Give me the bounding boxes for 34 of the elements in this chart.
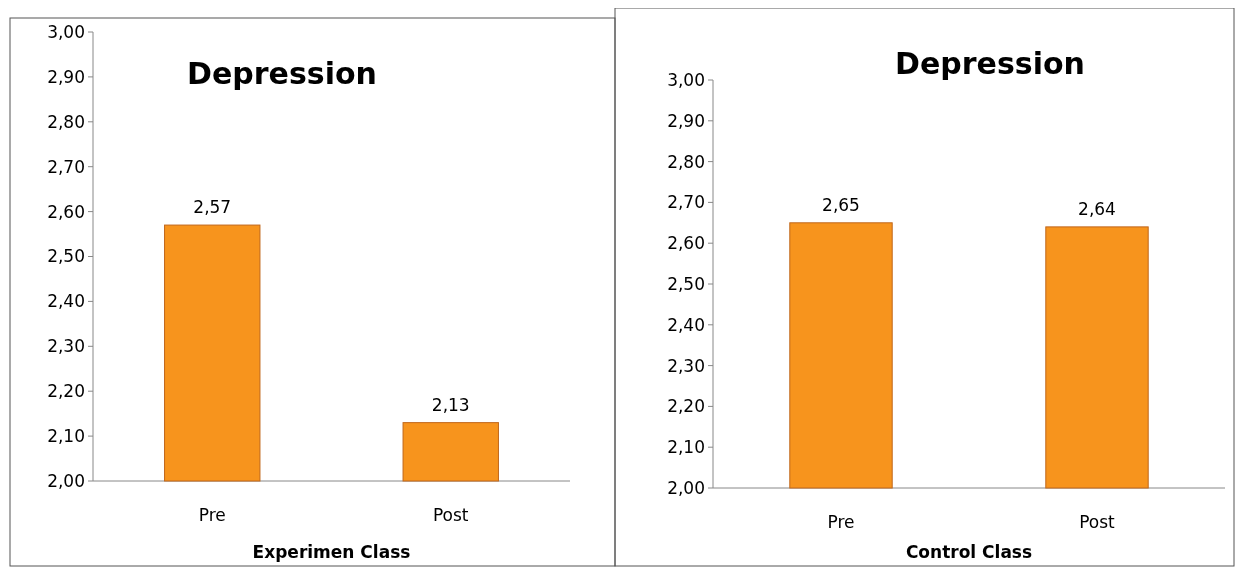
- data-label: 2,64: [1078, 198, 1116, 219]
- data-label: 2,57: [193, 197, 232, 218]
- x-tick-label: Pre: [198, 505, 226, 525]
- chart-title: Depression: [895, 46, 1085, 81]
- y-tick-label: 2,30: [667, 355, 705, 376]
- y-tick-label: 2,10: [47, 426, 85, 447]
- y-tick-label: 2,50: [47, 246, 85, 267]
- y-tick-label: 2,30: [47, 336, 85, 357]
- y-tick-label: 2,20: [47, 381, 85, 402]
- y-tick-label: 2,10: [667, 437, 705, 458]
- y-tick-label: 2,20: [667, 396, 705, 417]
- data-label: 2,13: [431, 394, 470, 415]
- y-tick-label: 2,40: [47, 291, 85, 312]
- x-axis-title: Control Class: [905, 542, 1033, 562]
- y-tick-label: 2,50: [667, 273, 705, 294]
- text: Depression: [187, 56, 377, 91]
- y-tick-label: 3,00: [47, 21, 85, 42]
- y-tick-label: 2,80: [47, 111, 85, 132]
- x-axis-title: Experimen Class: [252, 542, 411, 562]
- y-tick-label: 2,90: [667, 110, 705, 131]
- y-tick-label: 2,40: [667, 314, 705, 335]
- x-tick-label: Post: [432, 505, 469, 525]
- x-tick-label: Post: [1079, 512, 1116, 532]
- y-tick-label: 2,60: [47, 201, 85, 222]
- y-tick-label: 2,70: [47, 156, 85, 177]
- y-tick-label: 2,90: [47, 66, 85, 87]
- y-tick-label: 2,80: [667, 151, 705, 172]
- y-tick-label: 2,00: [667, 477, 705, 498]
- data-label: 2,65: [822, 194, 860, 215]
- x-tick-label: Pre: [827, 512, 855, 532]
- y-tick-label: 2,60: [667, 233, 705, 254]
- y-tick-label: 2,70: [667, 192, 705, 213]
- y-tick-label: 2,00: [47, 470, 85, 491]
- y-tick-label: 3,00: [667, 69, 705, 90]
